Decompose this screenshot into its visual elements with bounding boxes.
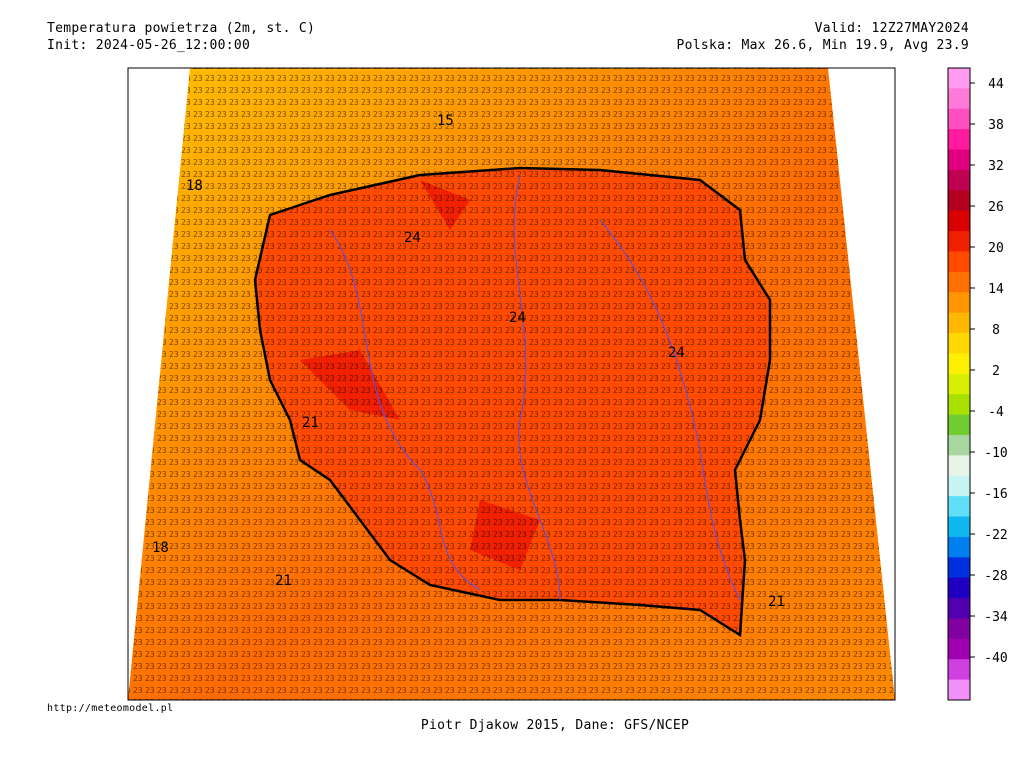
colorbar-band <box>948 394 970 416</box>
colorbar-band <box>948 353 970 375</box>
colorbar-label: 26 <box>988 200 1004 215</box>
source-url: http://meteomodel.pl <box>47 703 174 714</box>
colorbar-label: 2 <box>992 364 1000 379</box>
colorbar-band <box>948 129 970 151</box>
colorbar-band <box>948 638 970 660</box>
colorbar-label: 14 <box>988 282 1004 297</box>
colorbar-label: 44 <box>988 77 1004 92</box>
colorbar-frame <box>947 67 971 701</box>
rivers <box>329 174 741 601</box>
colorbar-band <box>948 618 970 640</box>
colorbar-band <box>948 679 970 701</box>
colorbar-band <box>948 68 970 89</box>
colorbar-band <box>948 251 970 273</box>
colorbar-band <box>948 475 970 497</box>
contour-label: 15 <box>437 113 454 129</box>
map-frame <box>127 67 896 701</box>
colorbar-band <box>948 190 970 212</box>
colorbar-band <box>948 434 970 456</box>
colorbar-band <box>948 312 970 334</box>
colorbar-label: -16 <box>984 487 1007 502</box>
colorbar-band <box>948 108 970 130</box>
map-title: Temperatura powietrza (2m, st. C) <box>47 21 316 36</box>
colorbar-band <box>948 598 970 619</box>
colorbar-band <box>948 557 970 579</box>
contour-label: 21 <box>768 594 785 610</box>
colorbar-band <box>948 292 970 314</box>
colorbar-band <box>948 414 970 436</box>
contour-label: 24 <box>668 345 685 361</box>
colorbar-band <box>948 516 970 538</box>
colorbar-band <box>948 231 970 252</box>
contour-label: 18 <box>186 178 203 194</box>
colorbar-band <box>948 455 970 477</box>
valid-time: Valid: 12Z27MAY2024 <box>814 21 969 36</box>
colorbar-label: -34 <box>984 610 1008 625</box>
colorbar-label: -10 <box>984 446 1007 461</box>
value-grid <box>128 68 895 700</box>
colorbar-band <box>948 577 970 599</box>
init-time: Init: 2024-05-26_12:00:00 <box>47 38 251 53</box>
colorbar-band <box>948 659 970 681</box>
contour-label: 24 <box>404 230 421 246</box>
contour-label: 24 <box>509 310 526 326</box>
colorbar-band <box>948 271 970 293</box>
colorbar-label: 8 <box>992 323 1000 338</box>
colorbar-label: -40 <box>984 651 1007 666</box>
colorbar-band <box>948 210 970 232</box>
colorbar-band <box>948 373 970 395</box>
contour-label: 21 <box>302 415 319 431</box>
colorbar-label: -22 <box>984 528 1007 543</box>
colorbar-band <box>948 149 970 171</box>
colorbar-band <box>948 333 970 354</box>
stats: Polska: Max 26.6, Min 19.9, Avg 23.9 <box>676 38 969 53</box>
colorbar-label: -28 <box>984 569 1007 584</box>
colorbar-band <box>948 169 970 191</box>
contour-label: 21 <box>275 573 292 589</box>
credit: Piotr Djakow 2015, Dane: GFS/NCEP <box>420 718 690 733</box>
colorbar-band <box>948 88 970 110</box>
colorbar-band <box>948 496 970 518</box>
colorbar-label: -4 <box>988 405 1004 420</box>
colorbar-label: 38 <box>988 118 1004 133</box>
colorbar-label: 32 <box>988 159 1004 174</box>
contour-label: 18 <box>152 540 169 556</box>
colorbar-band <box>948 536 970 558</box>
colorbar-label: 20 <box>988 241 1004 256</box>
